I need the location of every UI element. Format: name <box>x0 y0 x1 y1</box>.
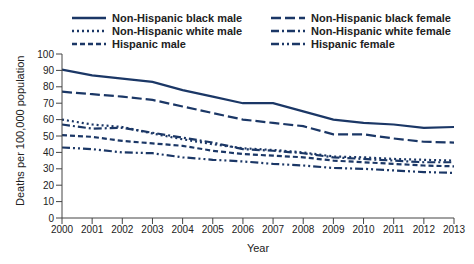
svg-text:20: 20 <box>43 180 55 191</box>
svg-text:2001: 2001 <box>81 224 104 235</box>
svg-text:2006: 2006 <box>232 224 255 235</box>
html-text:Hispanic male: Hispanic male <box>112 38 186 50</box>
svg-text:0: 0 <box>48 213 54 224</box>
html-text:Non-Hispanic black male: Non-Hispanic black male <box>112 12 243 24</box>
svg-text:2004: 2004 <box>171 224 194 235</box>
svg-text:2002: 2002 <box>111 224 134 235</box>
svg-text:2012: 2012 <box>413 224 436 235</box>
svg-text:2011: 2011 <box>383 224 405 235</box>
svg-text:10: 10 <box>43 196 55 207</box>
html-text:Non-Hispanic white male: Non-Hispanic white male <box>112 25 243 37</box>
svg-text:2003: 2003 <box>141 224 164 235</box>
svg-text:2010: 2010 <box>352 224 375 235</box>
svg-text:80: 80 <box>43 81 55 92</box>
svg-text:2000: 2000 <box>51 224 74 235</box>
svg-text:90: 90 <box>43 65 55 76</box>
html-text:Hispanic female: Hispanic female <box>311 38 395 50</box>
svg-text:Deaths per 100,000 population: Deaths per 100,000 population <box>14 56 26 206</box>
svg-text:70: 70 <box>43 98 55 109</box>
svg-text:2005: 2005 <box>202 224 225 235</box>
html-text:Non-Hispanic white female: Non-Hispanic white female <box>311 25 451 37</box>
svg-text:2009: 2009 <box>322 224 345 235</box>
svg-text:60: 60 <box>43 114 55 125</box>
html-text:Non-Hispanic black female: Non-Hispanic black female <box>311 12 451 24</box>
svg-text:50: 50 <box>43 131 55 142</box>
svg-text:2013: 2013 <box>443 224 466 235</box>
svg-text:40: 40 <box>43 147 55 158</box>
svg-text:100: 100 <box>37 49 54 60</box>
svg-text:30: 30 <box>43 163 55 174</box>
svg-text:2008: 2008 <box>292 224 315 235</box>
svg-text:2007: 2007 <box>262 224 285 235</box>
svg-text:Year: Year <box>247 242 270 254</box>
